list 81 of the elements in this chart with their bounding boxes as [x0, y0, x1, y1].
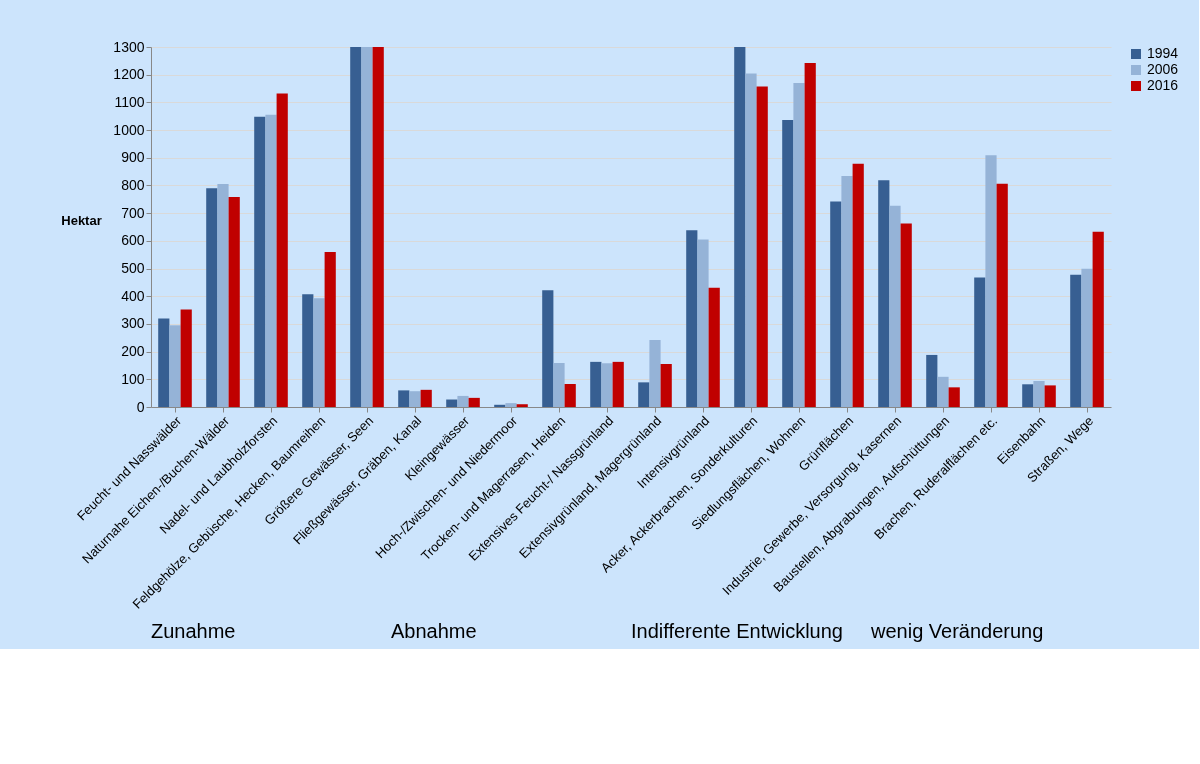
bar	[398, 390, 410, 407]
bar	[516, 404, 528, 407]
y-tick-label: 0	[136, 398, 145, 415]
bar	[420, 389, 432, 407]
bar	[793, 83, 805, 407]
legend-label: 2016	[1147, 77, 1179, 93]
bar	[1092, 231, 1104, 407]
bar	[697, 239, 709, 407]
bar	[446, 399, 458, 407]
bar	[889, 205, 901, 407]
bar	[649, 339, 661, 407]
bar	[985, 155, 997, 407]
text: Zunahme	[151, 620, 236, 642]
y-tick-label: 900	[121, 149, 145, 166]
bar	[734, 47, 746, 407]
bar	[457, 395, 469, 407]
text: wenig Veränderung	[870, 620, 1044, 642]
y-tick-label: 100	[121, 370, 145, 387]
bar	[852, 163, 864, 407]
bar	[660, 364, 672, 407]
bar	[228, 197, 240, 407]
y-tick-label: 1100	[114, 93, 145, 110]
bar	[553, 362, 565, 407]
bar	[926, 354, 938, 407]
bar	[361, 47, 373, 407]
text: Abnahme	[391, 620, 477, 642]
bar	[841, 176, 853, 407]
bar	[302, 294, 314, 407]
bar	[686, 230, 698, 407]
bar	[756, 86, 768, 407]
bar	[1044, 385, 1056, 407]
bar	[830, 201, 842, 407]
bar	[1070, 274, 1082, 407]
bar	[254, 116, 266, 407]
y-tick-label: 1000	[113, 121, 145, 138]
bar	[974, 277, 986, 407]
bar	[638, 382, 650, 407]
bar	[313, 298, 325, 407]
bar	[708, 287, 720, 407]
bar	[590, 361, 602, 407]
y-tick-label: 800	[121, 176, 145, 193]
bar	[265, 114, 277, 407]
bar	[276, 93, 288, 407]
bar	[542, 290, 554, 407]
bar	[1022, 384, 1034, 407]
bar	[158, 318, 170, 407]
bar	[468, 397, 480, 407]
text: Indifferente Entwicklung	[631, 620, 843, 642]
bar	[169, 325, 181, 407]
bar	[324, 251, 336, 407]
legend-label: 2006	[1147, 61, 1179, 77]
y-tick-label: 500	[121, 260, 145, 277]
bar	[409, 391, 421, 407]
bar	[505, 403, 517, 407]
bar	[1033, 380, 1045, 407]
y-tick-label: 700	[121, 204, 145, 221]
bar	[372, 47, 384, 407]
bar	[996, 183, 1008, 407]
y-tick-label: 200	[121, 343, 145, 360]
bar	[612, 361, 624, 407]
y-tick-label: 400	[121, 287, 145, 304]
y-axis-title: Hektar	[61, 212, 102, 228]
bar	[217, 184, 229, 407]
bar	[878, 180, 890, 407]
y-tick-label: 300	[121, 315, 145, 332]
bar	[350, 47, 362, 407]
bar	[1081, 268, 1093, 407]
bar	[206, 188, 218, 407]
bar	[782, 120, 794, 407]
bar	[180, 309, 192, 407]
bar	[900, 223, 912, 407]
bar	[948, 387, 960, 407]
legend-label: 1994	[1147, 45, 1179, 61]
bar	[804, 63, 816, 407]
y-tick-label: 600	[121, 232, 145, 249]
bar	[745, 73, 757, 407]
bar	[564, 384, 576, 407]
y-tick-label: 1300	[113, 38, 145, 55]
bar	[937, 376, 949, 407]
bar	[601, 363, 613, 407]
y-tick-label: 1200	[113, 66, 145, 83]
